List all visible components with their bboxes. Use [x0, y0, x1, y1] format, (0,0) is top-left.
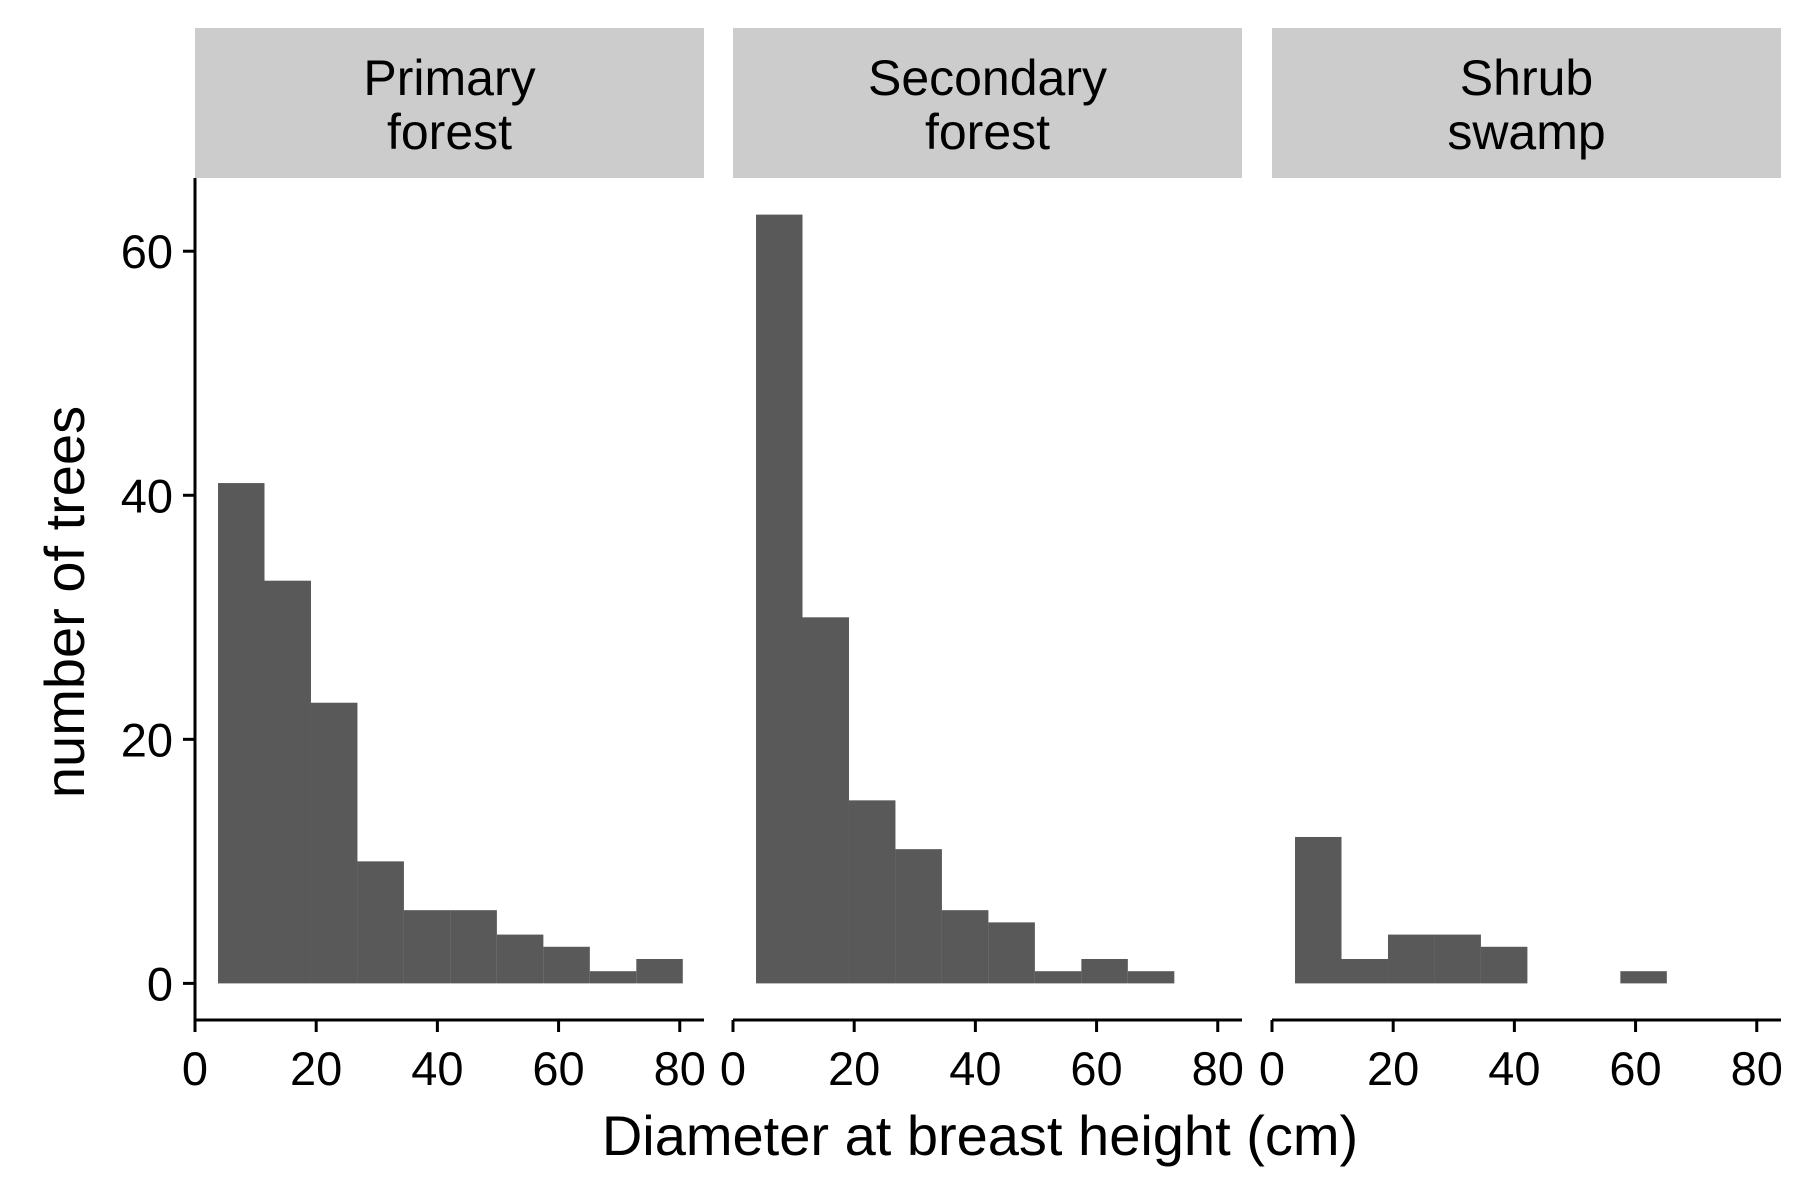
x-tick-label: 0: [720, 1042, 746, 1095]
y-tick-label: 20: [121, 713, 173, 766]
x-tick-label: 80: [1192, 1042, 1244, 1095]
histogram-bar: [357, 861, 404, 984]
y-tick-label: 40: [121, 469, 173, 522]
facet-strip: [195, 28, 704, 178]
histogram-bar: [1620, 971, 1667, 984]
facet-strip: [733, 28, 1242, 178]
histogram-bar: [1341, 958, 1388, 984]
x-tick-label: 60: [1070, 1042, 1122, 1095]
histogram-bar: [941, 910, 989, 984]
facet-strip-label-line: forest: [925, 104, 1050, 160]
y-axis-title: number of trees: [33, 406, 96, 798]
histogram-bar: [1480, 946, 1528, 984]
histogram-bar: [895, 849, 942, 984]
facet-strip: [1272, 28, 1781, 178]
histogram-bar: [218, 483, 265, 984]
histogram-bar: [1434, 934, 1481, 984]
y-tick-label: 0: [147, 957, 173, 1010]
histogram-bar: [589, 971, 637, 984]
x-tick-label: 80: [1731, 1042, 1783, 1095]
x-axis-title: Diameter at breast height (cm): [602, 1104, 1358, 1167]
histogram-bar: [1081, 958, 1128, 984]
histogram-bar: [848, 800, 896, 984]
histogram-bar: [543, 946, 590, 984]
x-tick-label: 60: [532, 1042, 584, 1095]
histogram-bar: [1127, 971, 1175, 984]
histogram-bar: [636, 958, 683, 984]
facet-strip-label-line: swamp: [1447, 104, 1605, 160]
x-tick-label: 80: [654, 1042, 706, 1095]
histogram-bar: [450, 910, 497, 984]
histogram-bar: [1034, 971, 1082, 984]
facet-panel: Shrub swamp 0 20 40 60 80: [1259, 28, 1783, 1095]
x-tick-label: 0: [182, 1042, 208, 1095]
histogram-bar: [496, 934, 544, 984]
x-tick-label: 20: [1367, 1042, 1419, 1095]
x-tick-label: 40: [1488, 1042, 1540, 1095]
facet-strip-label-line: Primary: [363, 50, 535, 106]
facet-panel: Secondary forest 0 20 40 60 80: [720, 28, 1244, 1095]
histogram-bar: [1387, 934, 1435, 984]
x-tick-label: 40: [411, 1042, 463, 1095]
x-tick-label: 40: [949, 1042, 1001, 1095]
histogram-bar: [403, 910, 451, 984]
x-tick-label: 60: [1609, 1042, 1661, 1095]
facet-strip-label-line: Shrub: [1460, 50, 1593, 106]
facet-strip-label: Secondary forest: [868, 50, 1107, 160]
facet-strip-label-line: Secondary: [868, 50, 1107, 106]
facet-panel: Primary forest 0 20 40 60 80 0 20 40 60: [121, 28, 706, 1095]
histogram-bar: [988, 922, 1035, 984]
facet-strip-label: Shrub swamp: [1447, 50, 1605, 160]
facet-strip-label-line: forest: [387, 104, 512, 160]
x-tick-label: 0: [1259, 1042, 1285, 1095]
histogram-bar: [1295, 836, 1342, 984]
x-tick-label: 20: [290, 1042, 342, 1095]
x-tick-label: 20: [828, 1042, 880, 1095]
facet-strip-label: Primary forest: [363, 50, 535, 160]
y-tick-label: 60: [121, 225, 173, 278]
histogram-bar: [802, 617, 849, 984]
histogram-bar: [264, 580, 311, 984]
histogram-bar: [310, 702, 358, 984]
histogram-bar: [756, 214, 803, 984]
